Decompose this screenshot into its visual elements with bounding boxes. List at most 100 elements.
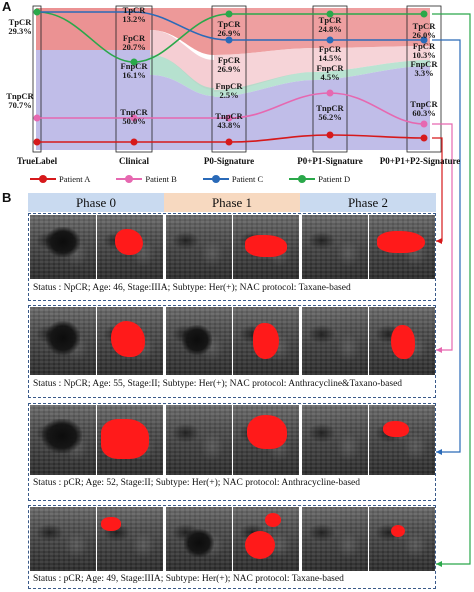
legend-swatch <box>202 174 229 184</box>
node-name: TnpCR <box>120 107 148 117</box>
node-pct: 16.1% <box>122 70 146 80</box>
ultrasound-phase0-raw <box>30 405 96 475</box>
marker-c-p0p1p2 <box>420 36 428 44</box>
case-row-patient-b <box>28 305 436 398</box>
ultrasound-phase1-raw <box>166 215 232 279</box>
legend-label: Patient A <box>59 174 91 184</box>
marker-a-p0p1p2 <box>420 134 428 142</box>
node-label: FpCR 26.9% <box>217 56 240 74</box>
node-name: TnpCR <box>6 91 34 101</box>
ultrasound-phase1-seg <box>233 307 299 375</box>
node-label: TnpCR 70.7% <box>6 92 33 110</box>
legend-label: Patient B <box>145 174 177 184</box>
node-name: FpCR <box>217 55 241 65</box>
node-pct: 4.5% <box>320 72 340 82</box>
node-truelabel-box <box>32 5 42 153</box>
case-status-patient-c: Status : pCR; Age: 52, Stage:II; Subtype… <box>33 478 360 488</box>
legend-item-patient-c: Patient C <box>202 174 264 184</box>
column-label-clinical: Clinical <box>118 156 150 166</box>
node-clinical-box <box>115 5 153 153</box>
node-name: TpCR <box>8 17 32 27</box>
column-label-p0: P0-Signature <box>203 156 255 166</box>
node-label: FnpCR 3.3% <box>411 60 438 78</box>
panel-b-letter: B <box>2 190 12 205</box>
node-label: TnpCR 56.2% <box>316 104 343 122</box>
legend-item-patient-b: Patient B <box>116 174 177 184</box>
trajectory-markers <box>33 8 428 146</box>
column-label-p0p1p2: P0+P1+P2-Signature <box>379 156 461 166</box>
marker-d-clinical <box>130 58 138 66</box>
connector-patient-c <box>432 39 461 453</box>
flow-p0-p01-fn <box>214 72 315 97</box>
case-status-patient-b: Status : NpCR; Age: 55, Stage:II; Subtyp… <box>33 379 403 389</box>
ultrasound-phase1-seg <box>233 215 299 279</box>
legend-label: Patient C <box>231 174 264 184</box>
node-label: TpCR 13.2% <box>122 6 145 24</box>
node-name: TpCR <box>412 21 436 31</box>
marker-b-p0 <box>225 114 233 122</box>
flow-p0-p01-np <box>214 80 315 150</box>
flow-npcr-main <box>36 50 150 150</box>
marker-c-p0p1 <box>326 36 334 44</box>
case-row-patient-c <box>28 403 436 501</box>
case-row-patient-a <box>28 213 436 301</box>
node-pct: 29.3% <box>8 26 32 36</box>
node-pct: 26.0% <box>412 30 436 40</box>
ultrasound-phase1-raw <box>166 307 232 375</box>
node-label: FpCR 10.3% <box>412 42 435 60</box>
node-name: FpCR <box>122 33 146 43</box>
ultrasound-phase2-seg <box>369 215 435 279</box>
node-pct: 26.9% <box>217 64 241 74</box>
ultrasound-phase0-raw <box>30 507 96 571</box>
connector-arrowheads <box>436 238 442 567</box>
marker-b-clinical <box>130 114 138 122</box>
patient-legend: Patient A Patient B Patient C Patient D <box>30 173 450 185</box>
case-status-patient-d: Status : pCR; Age: 49, Stage:IIIA; Subty… <box>33 574 344 584</box>
node-pct: 24.8% <box>318 24 342 34</box>
arrowhead-d <box>436 561 442 567</box>
node-name: FnpCR <box>316 63 344 73</box>
marker-c-p0 <box>225 36 233 44</box>
ultrasound-phase1-seg <box>233 405 299 475</box>
marker-b-p0p1p2 <box>420 120 428 128</box>
phase0-bg <box>28 193 164 212</box>
ultrasound-phase0-seg <box>97 215 163 279</box>
node-label: TnpCR 60.3% <box>410 100 437 118</box>
ultrasound-phase2-seg <box>369 307 435 375</box>
phase-header-1: Phase 1 <box>211 195 253 210</box>
node-label: FnpCR 16.1% <box>121 62 148 80</box>
trajectory-patient-d <box>36 11 424 63</box>
node-name: TnpCR <box>316 103 344 113</box>
marker-b-p0p1 <box>326 89 334 97</box>
node-label: TpCR 26.0% <box>412 22 435 40</box>
ultrasound-phase1-raw <box>166 405 232 475</box>
legend-swatch <box>116 174 143 184</box>
column-label-p0p1: P0+P1-Signature <box>297 156 363 166</box>
ultrasound-phase0-seg <box>97 507 163 571</box>
panel-a-letter: A <box>2 0 12 14</box>
node-label: TpCR 29.3% <box>8 18 31 36</box>
node-pct: 20.7% <box>122 42 146 52</box>
node-pct: 26.9% <box>217 28 241 38</box>
phase-header-0: Phase 0 <box>75 195 117 210</box>
flow-p0-p01-top <box>214 8 315 55</box>
node-name: FnpCR <box>215 81 243 91</box>
flow-p01-p012-fp <box>315 46 430 72</box>
marker-a-p0 <box>225 138 233 146</box>
marker-d-truelabel <box>33 8 41 16</box>
node-p0p1-box <box>312 5 348 153</box>
legend-swatch <box>289 174 316 184</box>
node-label: FnpCR 4.5% <box>317 64 344 82</box>
case-row-patient-d <box>28 505 436 589</box>
node-label: TnpCR 43.8% <box>215 112 242 130</box>
node-name: TpCR <box>122 5 146 15</box>
node-name: TnpCR <box>410 99 438 109</box>
marker-a-clinical <box>130 138 138 146</box>
ultrasound-phase2-seg <box>369 507 435 571</box>
column-label-truelabel: TrueLabel <box>16 156 58 166</box>
node-name: FpCR <box>318 44 342 54</box>
phase-header-2: Phase 2 <box>347 195 389 210</box>
marker-b-truelabel <box>33 114 41 122</box>
marker-a-p0p1 <box>326 131 334 139</box>
